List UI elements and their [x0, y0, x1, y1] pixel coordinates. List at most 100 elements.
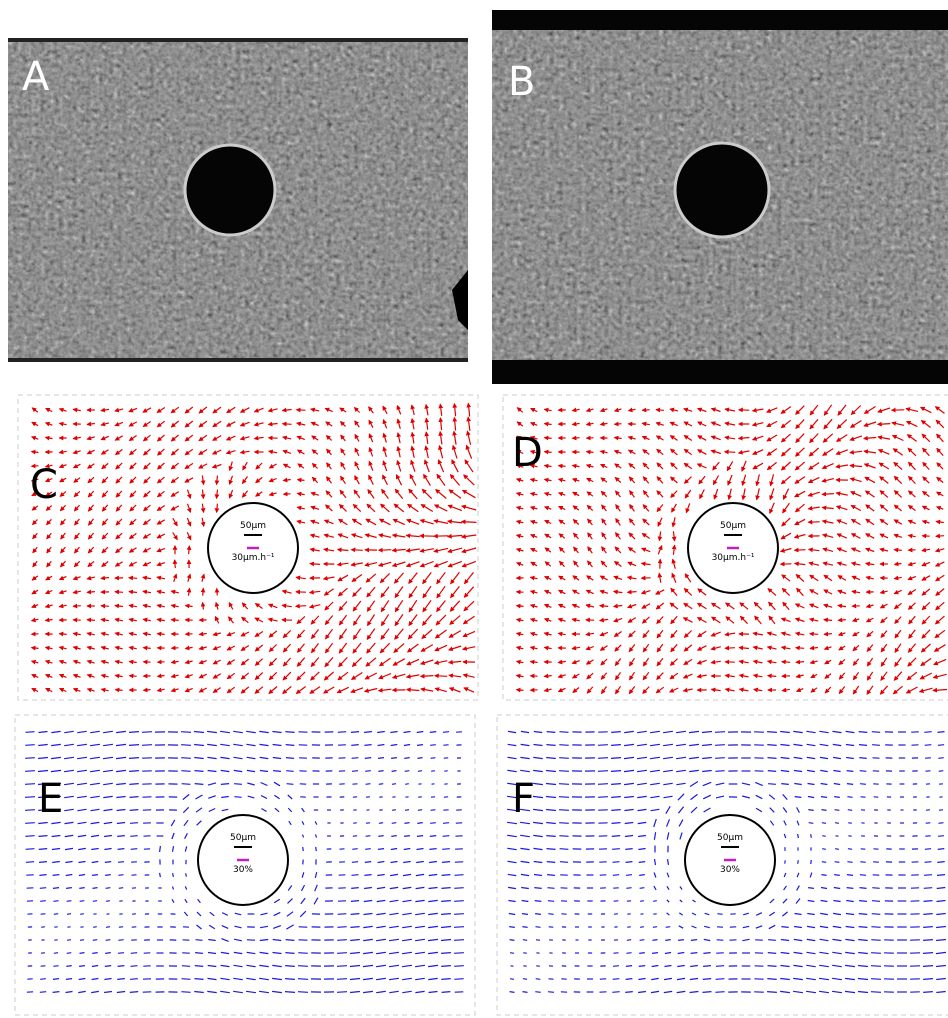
- velocity-arrow: [142, 518, 151, 526]
- strain-segment: [703, 938, 711, 942]
- velocity-arrow: [529, 617, 538, 623]
- velocity-arrow: [628, 630, 636, 638]
- strain-segment: [846, 887, 854, 889]
- velocity-arrow: [628, 686, 636, 695]
- velocity-arrow: [410, 417, 416, 430]
- velocity-arrow: [156, 575, 166, 581]
- velocity-arrow: [73, 504, 81, 512]
- velocity-arrow: [738, 645, 749, 651]
- velocity-arrow: [405, 548, 420, 553]
- strain-segment: [796, 820, 800, 826]
- strain-segment: [832, 730, 842, 734]
- strain-segment: [793, 964, 803, 968]
- strain-segment: [806, 730, 816, 734]
- strain-segment: [533, 730, 543, 734]
- velocity-arrow: [128, 561, 137, 567]
- strain-segment: [507, 860, 517, 864]
- strain-segment: [428, 899, 438, 903]
- strain-segment: [820, 886, 828, 890]
- velocity-arrow: [934, 561, 945, 567]
- velocity-arrow: [58, 659, 67, 665]
- strain-segment: [768, 794, 776, 800]
- strain-segment: [833, 782, 841, 786]
- velocity-arrow: [642, 630, 650, 639]
- strain-segment: [350, 938, 360, 942]
- strain-segment: [507, 821, 517, 825]
- velocity-arrow: [44, 435, 53, 441]
- strain-segment: [559, 848, 569, 850]
- velocity-arrow: [780, 406, 792, 414]
- velocity-arrow: [530, 561, 538, 567]
- strain-segment: [819, 964, 829, 968]
- strain-segment: [923, 913, 933, 915]
- strain-segment: [25, 757, 35, 759]
- velocity-arrow: [877, 449, 890, 455]
- velocity-arrow: [543, 505, 552, 511]
- velocity-arrow: [323, 671, 334, 681]
- velocity-arrow: [100, 673, 109, 679]
- velocity-arrow: [296, 449, 305, 455]
- velocity-arrow: [46, 532, 52, 540]
- strain-segment: [639, 952, 645, 954]
- velocity-arrow: [935, 533, 945, 539]
- strain-segment: [427, 938, 439, 942]
- strain-segment: [454, 952, 464, 954]
- strain-segment: [522, 939, 528, 941]
- strain-segment: [25, 848, 35, 850]
- velocity-arrow: [254, 658, 264, 666]
- velocity-arrow: [296, 477, 305, 483]
- velocity-arrow: [242, 476, 248, 485]
- velocity-arrow: [795, 419, 805, 429]
- velocity-arrow: [921, 601, 931, 611]
- strain-segment: [404, 835, 410, 837]
- strain-segment: [66, 965, 72, 967]
- velocity-arrow: [142, 434, 151, 442]
- strain-segment: [677, 793, 685, 801]
- strain-segment: [871, 952, 881, 954]
- velocity-arrow: [626, 589, 637, 595]
- velocity-arrow: [170, 420, 180, 428]
- strain-segment: [507, 730, 517, 734]
- velocity-arrow: [114, 617, 124, 623]
- strain-segment: [923, 887, 933, 889]
- velocity-arrow: [296, 519, 306, 525]
- strain-segment: [520, 834, 530, 838]
- strain-segment: [351, 887, 359, 889]
- velocity-arrow: [893, 533, 903, 539]
- velocity-arrow: [737, 435, 750, 441]
- velocity-arrow: [437, 459, 445, 473]
- velocity-arrow: [932, 687, 948, 693]
- velocity-arrow: [657, 531, 663, 542]
- velocity-arrow: [58, 421, 67, 427]
- velocity-arrow: [558, 546, 566, 554]
- strain-segment: [612, 848, 620, 850]
- velocity-arrow: [421, 629, 433, 640]
- velocity-arrow: [613, 617, 623, 623]
- velocity-arrow: [393, 572, 404, 584]
- velocity-arrow: [142, 421, 152, 427]
- strain-segment: [104, 977, 112, 981]
- strain-segment: [793, 769, 803, 773]
- velocity-arrow: [100, 435, 110, 441]
- velocity-arrow: [807, 505, 820, 511]
- strain-segment: [858, 744, 868, 746]
- velocity-arrow: [378, 561, 392, 567]
- strain-segment: [103, 730, 113, 734]
- strain-segment: [546, 769, 556, 773]
- velocity-arrow: [100, 687, 109, 693]
- velocity-arrow: [587, 518, 593, 526]
- velocity-arrow: [338, 642, 348, 654]
- velocity-arrow: [142, 631, 151, 637]
- strain-segment: [51, 756, 61, 760]
- velocity-arrow: [128, 575, 138, 581]
- strain-segment: [715, 782, 725, 786]
- velocity-arrow: [239, 407, 250, 413]
- strain-segment: [64, 808, 74, 812]
- strain-segment: [923, 939, 933, 941]
- velocity-arrow: [378, 533, 392, 538]
- strain-segment: [678, 819, 684, 827]
- velocity-arrow: [738, 659, 749, 665]
- velocity-arrow: [936, 491, 944, 497]
- velocity-arrow: [766, 448, 778, 456]
- velocity-arrow: [465, 444, 473, 459]
